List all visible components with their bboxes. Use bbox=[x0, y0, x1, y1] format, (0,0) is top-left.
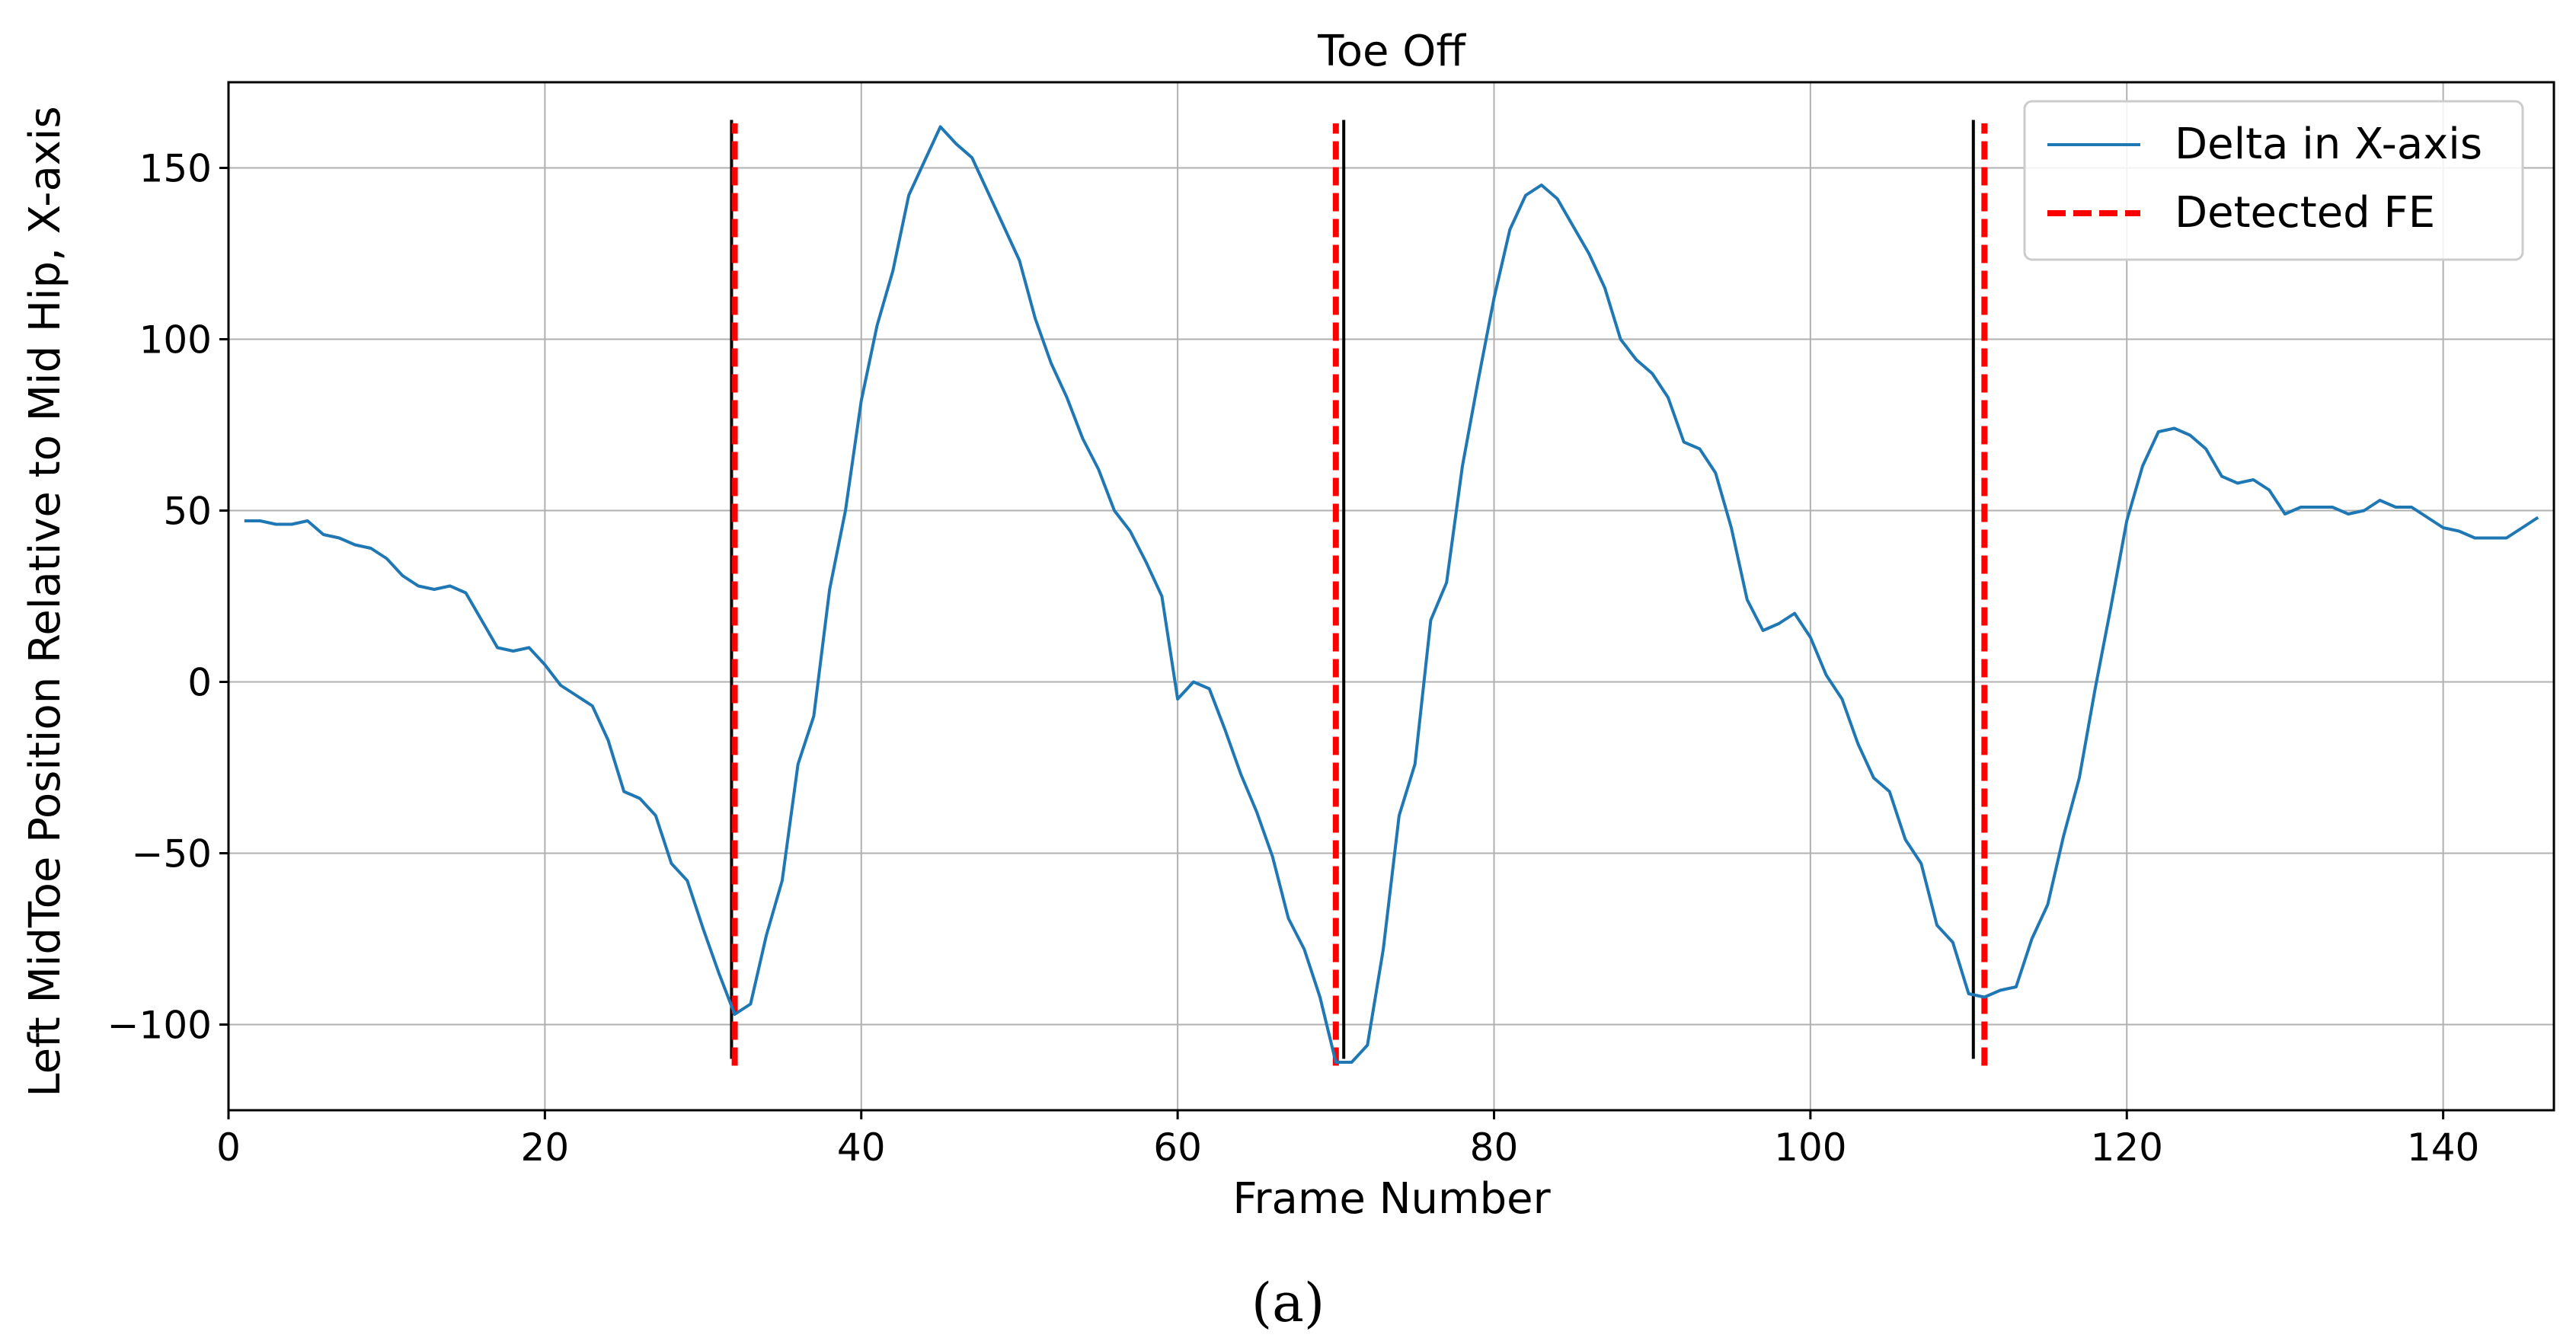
x-tick-label: 0 bbox=[216, 1125, 241, 1170]
y-axis-ticks: −100 −50 0 50 100 150 bbox=[107, 147, 229, 1048]
x-tick-label: 80 bbox=[1470, 1125, 1519, 1170]
y-tick-label: −100 bbox=[107, 1004, 212, 1048]
x-tick-label: 40 bbox=[837, 1125, 886, 1170]
detected-fe-lines bbox=[731, 123, 1988, 1066]
x-tick-label: 60 bbox=[1153, 1125, 1202, 1170]
x-axis-ticks: 0 20 40 60 80 100 120 140 bbox=[216, 1110, 2479, 1170]
reference-lines bbox=[730, 120, 1975, 1059]
legend: Delta in X-axis Detected FE bbox=[2023, 100, 2524, 261]
x-tick-label: 100 bbox=[1774, 1125, 1846, 1170]
y-tick-label: 50 bbox=[163, 490, 212, 534]
figure-caption: (a) bbox=[1251, 1272, 1325, 1334]
y-tick-label: 0 bbox=[187, 661, 212, 705]
plot-frame bbox=[227, 81, 2555, 1112]
x-tick-label: 120 bbox=[2091, 1125, 2163, 1170]
x-axis-label: Frame Number bbox=[1232, 1174, 1551, 1224]
y-tick-label: 150 bbox=[139, 147, 212, 191]
legend-label-delta: Delta in X-axis bbox=[2175, 120, 2482, 169]
x-tick-label: 20 bbox=[521, 1125, 570, 1170]
legend-label-fe: Detected FE bbox=[2175, 188, 2435, 238]
y-tick-label: 100 bbox=[139, 318, 212, 362]
x-tick-label: 140 bbox=[2407, 1125, 2479, 1170]
y-axis-label: Left MidToe Position Relative to Mid Hip… bbox=[21, 106, 70, 1097]
delta-x-line bbox=[244, 125, 2539, 1064]
y-tick-label: −50 bbox=[131, 832, 212, 876]
chart-title: Toe Off bbox=[1317, 27, 1466, 76]
legend-box bbox=[2023, 100, 2524, 261]
